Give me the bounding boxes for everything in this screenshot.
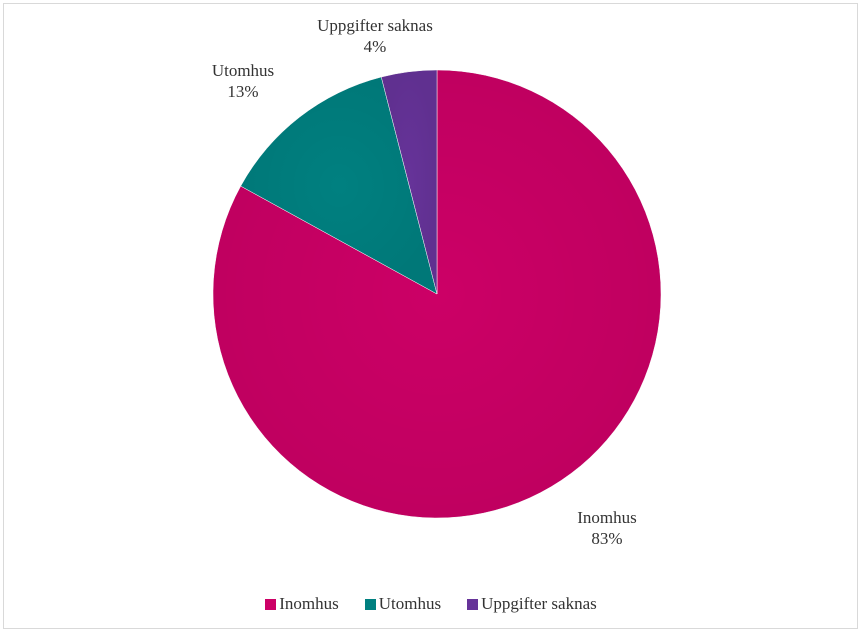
legend-swatch	[365, 599, 376, 610]
legend: Inomhus Utomhus Uppgifter saknas	[0, 591, 862, 617]
slice-label-value: 83%	[591, 529, 622, 548]
legend-swatch	[467, 599, 478, 610]
slice-label-category: Uppgifter saknas	[317, 16, 433, 35]
legend-item: Utomhus	[365, 594, 441, 614]
legend-item: Uppgifter saknas	[467, 594, 597, 614]
slice-label-category: Inomhus	[577, 508, 637, 527]
slice-label-value: 13%	[227, 82, 258, 101]
slice-label-value: 4%	[364, 37, 387, 56]
legend-swatch	[265, 599, 276, 610]
slice-label-category: Utomhus	[212, 61, 274, 80]
legend-label: Inomhus	[279, 594, 339, 614]
legend-item: Inomhus	[265, 594, 339, 614]
legend-label: Uppgifter saknas	[481, 594, 597, 614]
legend-label: Utomhus	[379, 594, 441, 614]
